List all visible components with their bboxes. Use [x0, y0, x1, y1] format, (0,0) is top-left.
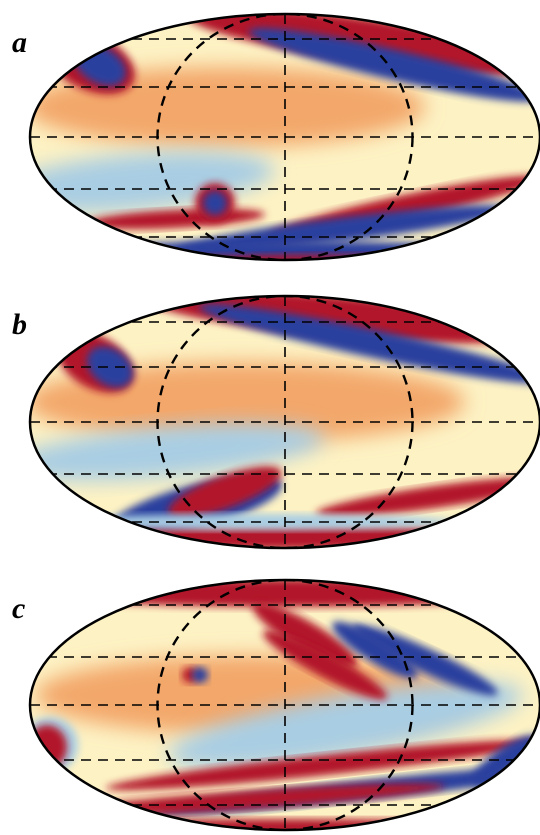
map-field — [3, 280, 540, 552]
map-panel: c — [12, 579, 540, 835]
field-blob — [25, 819, 540, 835]
field-blob — [203, 191, 227, 215]
page: abc (() => { const data = JSON.parse(doc… — [0, 0, 540, 835]
field-blob — [27, 725, 67, 769]
field-blob — [25, 255, 540, 275]
map-field — [0, 0, 540, 275]
field-blob — [192, 667, 208, 683]
panel-label: c — [12, 592, 25, 625]
figure: a b c — [0, 0, 540, 835]
panel-label: a — [12, 26, 27, 59]
map-panel: b — [3, 280, 540, 552]
panel-label: b — [12, 308, 27, 341]
map-field — [22, 579, 540, 835]
map-panel: a — [0, 0, 540, 275]
